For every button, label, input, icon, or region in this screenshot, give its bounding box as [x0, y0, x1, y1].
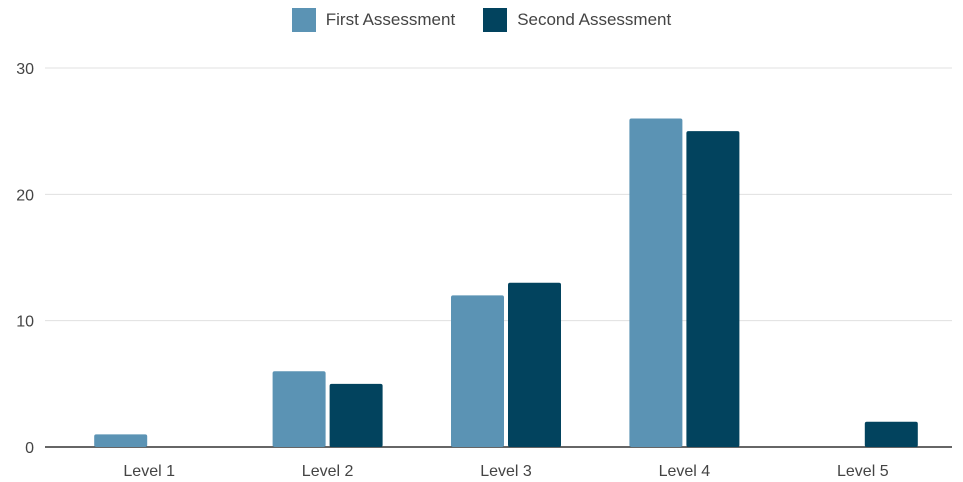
- bar-first-assessment-level-4: [629, 118, 683, 448]
- y-axis-ticks: 0 10 20 30: [16, 61, 34, 457]
- legend-item-second-assessment: Second Assessment: [483, 8, 671, 32]
- x-tick-label: Level 3: [480, 463, 532, 480]
- y-tick-label: 20: [16, 187, 34, 204]
- legend-swatch-second-assessment: [483, 8, 508, 32]
- x-tick-label: Level 1: [123, 463, 175, 480]
- x-tick-label: Level 5: [837, 463, 889, 480]
- bar-first-assessment-level-3: [451, 295, 504, 447]
- legend-swatch-first-assessment: [291, 8, 316, 32]
- bar-second-assessment-level-2: [329, 383, 383, 447]
- bar-first-assessment-level-1: [94, 434, 148, 447]
- bar-first-assessment-level-2: [272, 371, 326, 447]
- y-tick-label: 30: [16, 61, 34, 78]
- bars: [94, 118, 918, 448]
- bar-second-assessment-level-3: [508, 282, 561, 447]
- chart-legend: First Assessment Second Assessment: [0, 8, 963, 32]
- legend-label-first-assessment: First Assessment: [325, 10, 456, 29]
- legend-label-second-assessment: Second Assessment: [517, 10, 672, 29]
- bar-second-assessment-level-5: [864, 421, 918, 447]
- bar-second-assessment-level-4: [686, 131, 740, 447]
- x-axis-ticks: Level 1 Level 2 Level 3 Level 4 Level 5: [123, 463, 888, 480]
- x-tick-label: Level 4: [659, 463, 711, 480]
- y-tick-label: 10: [16, 314, 34, 331]
- x-tick-label: Level 2: [302, 463, 354, 480]
- legend-item-first-assessment: First Assessment: [291, 8, 456, 32]
- y-tick-label: 0: [25, 440, 34, 457]
